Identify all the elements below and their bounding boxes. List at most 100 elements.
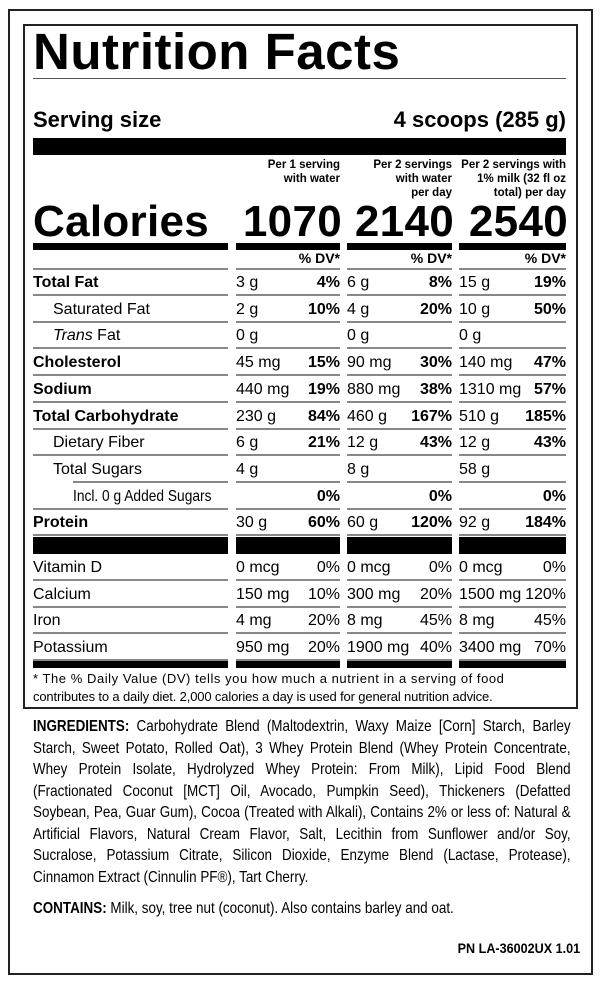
amount: 1900 mg bbox=[347, 638, 410, 656]
dv-header: % DV* bbox=[298, 250, 340, 266]
nutrient-value-cell: 60 g 120% bbox=[347, 510, 452, 537]
percent-dv: 19% bbox=[307, 380, 340, 398]
amount: 3400 mg bbox=[459, 638, 522, 656]
nutrient-value-cell: 6 g 21% bbox=[236, 430, 340, 457]
percent-dv: 43% bbox=[419, 434, 452, 452]
bottom-bar bbox=[33, 661, 228, 668]
percent-dv: 10% bbox=[307, 300, 340, 318]
column-header: Per 2 servings with bbox=[461, 159, 566, 171]
thick-divider bbox=[33, 537, 228, 554]
amount: 1310 mg bbox=[459, 380, 522, 398]
label-text: Sodium bbox=[33, 380, 92, 398]
amount: 6 g bbox=[236, 434, 259, 452]
percent-dv: 167% bbox=[411, 407, 452, 425]
bottom-bar bbox=[459, 661, 566, 668]
label-text: Incl. 0 g Added Sugars bbox=[73, 487, 212, 505]
nutrient-value-cell: 30 g 60% bbox=[236, 510, 340, 537]
amount: 30 g bbox=[236, 514, 268, 532]
calories-value: 1070 bbox=[242, 197, 342, 246]
contains-label: CONTAINS: bbox=[33, 900, 107, 917]
nutrient-value-cell: 8 mg 45% bbox=[347, 608, 452, 634]
thick-divider bbox=[33, 138, 566, 155]
dv-header: % DV* bbox=[410, 250, 452, 266]
allergen-statement: CONTAINS: Milk, soy, tree nut (coconut).… bbox=[33, 898, 571, 919]
nutrition-facts-panel bbox=[23, 24, 578, 709]
amount: 460 g bbox=[347, 407, 388, 425]
amount: 0 g bbox=[236, 327, 259, 345]
percent-dv: 84% bbox=[307, 407, 340, 425]
bottom-bar bbox=[236, 661, 340, 668]
nutrient-value-cell: 4 g 20% bbox=[347, 297, 452, 323]
amount: 230 g bbox=[236, 407, 277, 425]
percent-dv: 20% bbox=[419, 585, 452, 603]
amount: 510 g bbox=[459, 407, 500, 425]
contains-text: Milk, soy, tree nut (coconut). Also cont… bbox=[106, 900, 454, 917]
nutrient-value-cell: 0% bbox=[459, 484, 566, 510]
bottom-bar bbox=[347, 661, 452, 668]
nutrient-value-cell: 8 mg 45% bbox=[459, 608, 566, 634]
percent-dv: 0% bbox=[428, 559, 452, 576]
percent-dv: 20% bbox=[307, 612, 340, 629]
amount: 6 g bbox=[347, 274, 370, 291]
calories-bar bbox=[33, 243, 228, 250]
nutrient-value-cell: 12 g 43% bbox=[459, 430, 566, 457]
footnote-line: contributes to a daily diet. 2,000 calor… bbox=[33, 689, 493, 704]
nutrient-label: Incl. 0 g Added Sugars bbox=[33, 484, 228, 510]
percent-dv: 10% bbox=[307, 585, 340, 603]
nutrient-label: Total Carbohydrate bbox=[33, 404, 228, 430]
amount: 0 g bbox=[347, 327, 370, 345]
label-text: Cholesterol bbox=[33, 354, 122, 372]
nutrient-label: Vitamin D bbox=[33, 555, 228, 581]
column-header: with water bbox=[395, 173, 452, 185]
nutrient-value-cell: 10 g 50% bbox=[459, 297, 566, 323]
column-header: with water bbox=[283, 173, 340, 185]
amount: 0 mcg bbox=[347, 559, 391, 576]
amount: 60 g bbox=[347, 514, 379, 532]
nutrient-label: Dietary Fiber bbox=[33, 430, 228, 457]
nutrient-value-cell: 140 mg 47% bbox=[459, 350, 566, 377]
nutrient-label: Potassium bbox=[33, 635, 228, 661]
label-text: Fat bbox=[92, 327, 121, 345]
amount: 10 g bbox=[459, 300, 491, 318]
percent-dv: 0% bbox=[316, 487, 340, 505]
column-header: Per 1 serving bbox=[267, 159, 340, 171]
amount: 8 mg bbox=[347, 612, 383, 629]
amount: 90 mg bbox=[347, 354, 392, 372]
amount: 92 g bbox=[459, 514, 491, 532]
nutrient-value-cell: 880 mg 38% bbox=[347, 377, 452, 403]
percent-dv: 0% bbox=[542, 559, 566, 576]
nutrient-label: Cholesterol bbox=[33, 350, 228, 377]
amount: 4 g bbox=[347, 300, 370, 318]
amount: 2 g bbox=[236, 300, 259, 318]
serving-size-value: 4 scoops (285 g) bbox=[393, 107, 566, 132]
nutrient-value-cell: 6 g 8% bbox=[347, 270, 452, 296]
nutrient-value-cell: 1900 mg 40% bbox=[347, 635, 452, 661]
nutrient-label: Calcium bbox=[33, 582, 228, 608]
nutrient-value-cell: 440 mg 19% bbox=[236, 377, 340, 403]
nutrient-value-cell: 2 g 10% bbox=[236, 297, 340, 323]
row-divider bbox=[459, 268, 566, 270]
nutrient-label: Sodium bbox=[33, 377, 228, 403]
amount: 4 g bbox=[236, 460, 259, 478]
label-italic: Trans bbox=[53, 327, 93, 345]
footnote-line: * The % Daily Value (DV) tells you how m… bbox=[33, 671, 505, 686]
percent-dv: 120% bbox=[525, 585, 566, 603]
amount: 12 g bbox=[347, 434, 379, 452]
calories-bar bbox=[459, 243, 566, 250]
nutrient-value-cell: 15 g 19% bbox=[459, 270, 566, 296]
amount: 440 mg bbox=[236, 380, 290, 398]
percent-dv: 0% bbox=[316, 559, 340, 576]
nutrient-value-cell: 150 mg 10% bbox=[236, 582, 340, 608]
nutrient-value-cell: 950 mg 20% bbox=[236, 635, 340, 661]
label-text: Calcium bbox=[33, 585, 91, 603]
nutrient-value-cell: 3400 mg 70% bbox=[459, 635, 566, 661]
label-text: Total Sugars bbox=[53, 460, 142, 478]
amount: 3 g bbox=[236, 274, 259, 291]
percent-dv: 0% bbox=[542, 487, 566, 505]
nutrient-value-cell: 1500 mg 120% bbox=[459, 582, 566, 608]
label-text: Total Fat bbox=[33, 274, 99, 291]
percent-dv: 21% bbox=[307, 434, 340, 452]
nutrient-value-cell: 0 g bbox=[236, 323, 340, 350]
ingredients-text: Carbohydrate Blend (Maltodextrin, Waxy M… bbox=[33, 718, 571, 886]
percent-dv: 184% bbox=[525, 514, 566, 532]
